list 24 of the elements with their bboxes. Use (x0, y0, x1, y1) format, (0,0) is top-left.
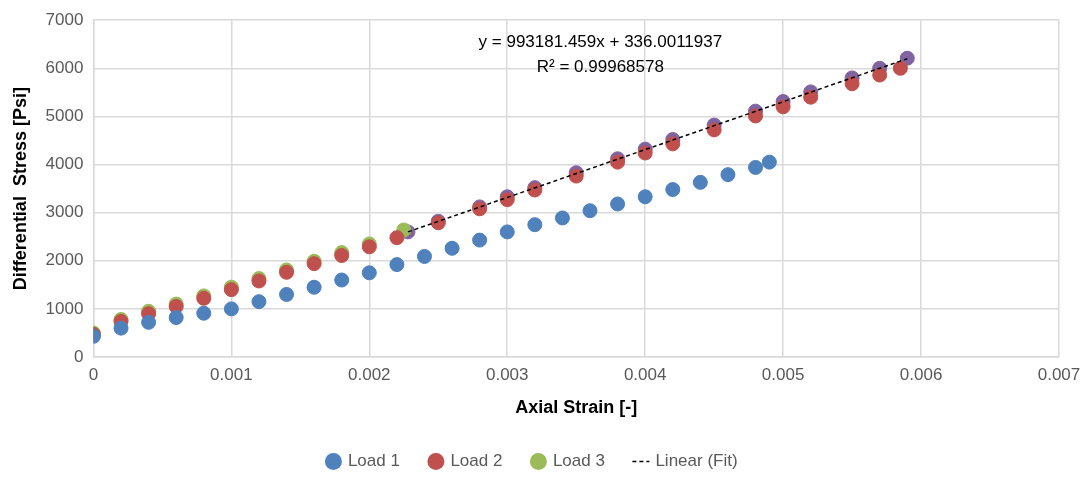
legend-label: Load 3 (552, 451, 605, 471)
legend-label: Load 2 (450, 451, 503, 471)
annotation: R² = 0.99968578 (536, 57, 664, 77)
x-tick-label: 0.001 (210, 364, 253, 384)
y-tick-label: 4000 (45, 154, 84, 174)
x-tick-label: 0.004 (623, 364, 667, 384)
legend-label: Linear (Fit) (655, 451, 738, 471)
x-axis-title: Axial Strain [-] (515, 397, 638, 418)
y-axis-title: Differential Stress [Psi] (9, 87, 30, 291)
x-tick-label: 0 (88, 364, 99, 384)
x-tick-label: 0.002 (348, 364, 391, 384)
y-tick-label: 5000 (45, 106, 84, 126)
y-tick-label: 6000 (45, 58, 84, 77)
y-tick-label: 3000 (45, 202, 84, 222)
x-tick-label: 0.006 (899, 364, 943, 384)
y-tick-label: 2000 (45, 250, 84, 270)
y-tick-label: 1000 (45, 298, 84, 318)
y-tick-label: 0 (73, 346, 84, 366)
annotation: y = 993181.459x + 336.0011937 (478, 32, 723, 52)
x-tick-label: 0.007 (1037, 364, 1081, 384)
y-tick-label: 7000 (45, 9, 84, 29)
legend-label: Load 1 (347, 451, 400, 471)
x-tick-label: 0.003 (485, 364, 529, 384)
x-tick-label: 0.005 (761, 364, 805, 384)
